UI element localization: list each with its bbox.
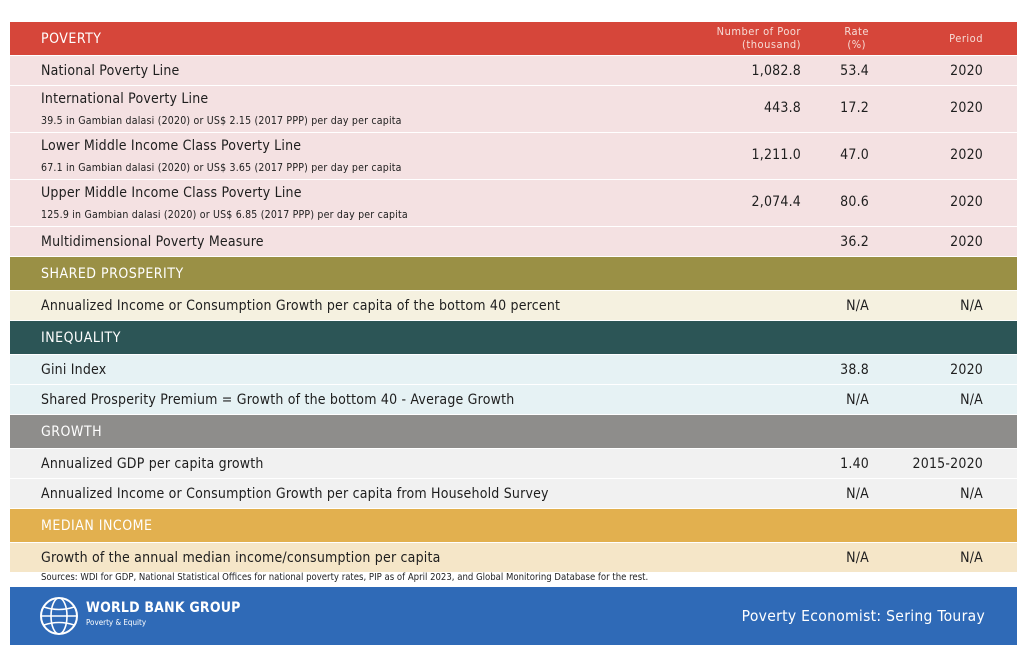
rate-value: N/A [846,392,869,408]
table-row: Multidimensional Poverty Measure 36.2 20… [10,227,1017,257]
column-header-rate: Rate (%) [844,25,869,51]
row-label: Upper Middle Income Class Poverty Line [41,185,302,201]
period-value: 2020 [950,194,983,210]
number-of-poor-value: 1,082.8 [751,63,801,79]
row-note: 125.9 in Gambian dalasi (2020) or US$ 6.… [41,209,408,221]
period-value: 2020 [950,147,983,163]
section-header-growth: GROWTH [10,415,1017,449]
row-label: Gini Index [41,362,107,378]
section-header-inequality: INEQUALITY [10,321,1017,355]
number-of-poor-value: 2,074.4 [751,194,801,210]
row-label: Multidimensional Poverty Measure [41,234,264,250]
rate-value: 38.8 [840,362,869,378]
rate-value: 80.6 [840,194,869,210]
table-row: International Poverty Line 39.5 in Gambi… [10,86,1017,133]
section-title-inequality: INEQUALITY [41,330,121,346]
section-header-poverty: POVERTY Number of Poor (thousand) Rate (%)… [10,22,1017,56]
row-label: Annualized Income or Consumption Growth … [41,486,549,502]
row-label: National Poverty Line [41,63,180,79]
poverty-brief-table: POVERTY Number of Poor (thousand) Rate (%)… [10,22,1017,573]
row-label: Growth of the annual median income/consu… [41,550,441,566]
brand-subtitle: Poverty & Equity [86,618,147,627]
section-header-median-income: MEDIAN INCOME [10,509,1017,543]
row-label: Annualized Income or Consumption Growth … [41,298,561,314]
row-label: Shared Prosperity Premium = Growth of th… [41,392,515,408]
period-value: N/A [960,486,983,502]
row-label: Lower Middle Income Class Poverty Line [41,138,302,154]
table-row: Shared Prosperity Premium = Growth of th… [10,385,1017,415]
table-row: Annualized Income or Consumption Growth … [10,291,1017,321]
column-header-number-of-poor: Number of Poor (thousand) [716,25,801,51]
table-row: Annualized GDP per capita growth 1.40 20… [10,449,1017,479]
period-value: N/A [960,392,983,408]
rate-value: 36.2 [840,234,869,250]
number-of-poor-value: 443.8 [763,100,801,116]
rate-value: 17.2 [840,100,869,116]
rate-value: N/A [846,550,869,566]
period-value: N/A [960,550,983,566]
period-value: 2020 [950,100,983,116]
period-value: 2020 [950,234,983,250]
period-value: 2020 [950,362,983,378]
footer-banner: WORLD BANK GROUP Poverty & Equity Povert… [10,587,1017,645]
number-of-poor-value: 1,211.0 [751,147,801,163]
rate-value: 1.40 [840,456,869,472]
section-title-poverty: POVERTY [41,31,102,47]
row-note: 67.1 in Gambian dalasi (2020) or US$ 3.6… [41,162,402,174]
table-row: Lower Middle Income Class Poverty Line 6… [10,133,1017,180]
table-row: Growth of the annual median income/consu… [10,543,1017,573]
brand-name: WORLD BANK GROUP [86,600,241,616]
globe-icon [39,596,79,636]
period-value: 2015-2020 [912,456,983,472]
rate-value: 53.4 [840,63,869,79]
section-title-growth: GROWTH [41,424,103,440]
period-value: 2020 [950,63,983,79]
rate-value: 47.0 [840,147,869,163]
section-title-shared-prosperity: SHARED PROSPERITY [41,266,184,282]
period-value: N/A [960,298,983,314]
table-row: Upper Middle Income Class Poverty Line 1… [10,180,1017,227]
table-row: Gini Index 38.8 2020 [10,355,1017,385]
row-label: Annualized GDP per capita growth [41,456,264,472]
section-header-shared-prosperity: SHARED PROSPERITY [10,257,1017,291]
section-title-median-income: MEDIAN INCOME [41,518,153,534]
row-label: International Poverty Line [41,91,209,107]
sources-note: Sources: WDI for GDP, National Statistic… [41,572,649,583]
poverty-economist-credit: Poverty Economist: Sering Touray [741,607,985,625]
table-row: Annualized Income or Consumption Growth … [10,479,1017,509]
column-header-period: Period [949,32,983,45]
table-row: National Poverty Line 1,082.8 53.4 2020 [10,56,1017,86]
rate-value: N/A [846,486,869,502]
row-note: 39.5 in Gambian dalasi (2020) or US$ 2.1… [41,115,402,127]
rate-value: N/A [846,298,869,314]
